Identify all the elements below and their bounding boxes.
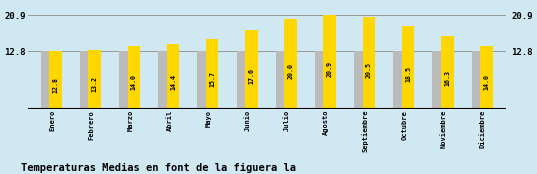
Bar <box>236 52 249 109</box>
Bar <box>393 52 406 109</box>
Bar <box>402 26 415 109</box>
Bar <box>119 52 132 109</box>
Bar <box>197 52 210 109</box>
Bar <box>49 52 62 109</box>
Text: 14.4: 14.4 <box>170 74 176 90</box>
Bar <box>128 46 140 109</box>
Bar <box>354 52 367 109</box>
Text: 16.3: 16.3 <box>444 70 451 86</box>
Text: 14.0: 14.0 <box>131 74 137 90</box>
Bar <box>284 19 297 109</box>
Text: Temperaturas Medias en font de la figuera la: Temperaturas Medias en font de la figuer… <box>21 163 296 173</box>
Bar <box>441 36 454 109</box>
Bar <box>362 17 375 109</box>
Text: 15.7: 15.7 <box>209 71 215 87</box>
Text: 20.0: 20.0 <box>288 63 294 79</box>
Bar <box>432 52 445 109</box>
Text: 20.5: 20.5 <box>366 62 372 78</box>
Bar <box>158 52 171 109</box>
Text: 12.8: 12.8 <box>53 77 59 93</box>
Text: 18.5: 18.5 <box>405 66 411 82</box>
Text: 13.2: 13.2 <box>92 76 98 92</box>
Bar <box>41 52 53 109</box>
Bar <box>167 44 179 109</box>
Bar <box>480 46 493 109</box>
Bar <box>315 52 328 109</box>
Bar <box>275 52 288 109</box>
Bar <box>471 52 484 109</box>
Text: 17.6: 17.6 <box>249 68 255 84</box>
Bar <box>80 52 92 109</box>
Text: 20.9: 20.9 <box>326 61 333 77</box>
Text: 14.0: 14.0 <box>483 74 490 90</box>
Bar <box>245 30 258 109</box>
Bar <box>323 15 336 109</box>
Bar <box>206 38 219 109</box>
Bar <box>89 50 101 109</box>
